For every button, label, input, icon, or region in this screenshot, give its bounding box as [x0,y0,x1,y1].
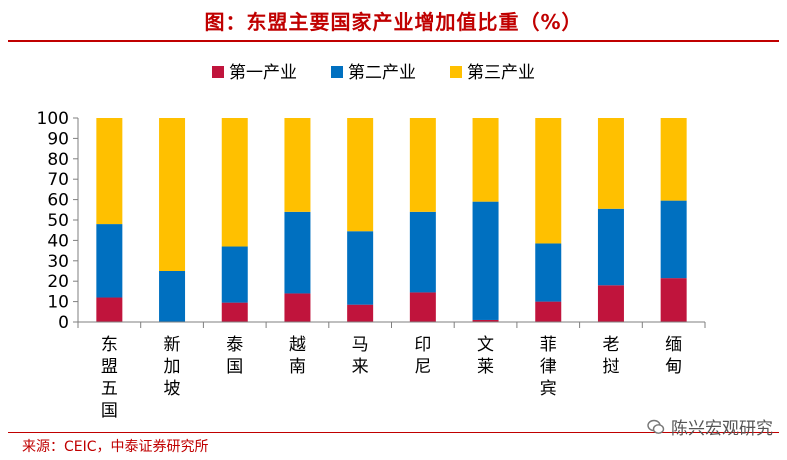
bar-segment-3 [597,118,624,209]
legend: 第一产业 第二产业 第三产业 [212,63,535,83]
legend-swatch-2 [331,66,343,78]
legend-label-2: 第二产业 [348,63,416,83]
bar-segment-3 [535,118,562,244]
x-tick-label: 老挝 [602,335,619,377]
chart-title: 图：东盟主要国家产业增加值比重（%） [204,10,583,34]
legend-swatch-3 [450,66,462,78]
bar-segment-3 [96,118,123,225]
bar-segment-1 [96,297,123,322]
watermark-text: 陈兴宏观研究 [671,419,773,439]
bar-segment-1 [535,301,562,322]
y-tick-label: 0 [58,313,69,333]
bar-segment-3 [221,118,248,247]
bar-segment-1 [409,292,436,322]
source-rule [8,432,779,433]
y-tick-label: 60 [47,191,69,211]
y-tick-label: 80 [47,150,69,170]
bar-segment-1 [660,278,687,322]
bar-segment-2 [221,246,248,303]
bar-segment-1 [347,304,374,322]
y-tick-label: 40 [47,231,69,251]
bar-segment-1 [597,285,624,322]
bar-segment-2 [409,211,436,293]
bar-segment-3 [159,118,186,271]
bar-segment-2 [159,271,186,322]
legend-label-1: 第一产业 [229,63,297,83]
bar-segment-2 [660,200,687,279]
bar-segment-2 [347,231,374,305]
bars [96,118,687,322]
title-rule [8,40,779,42]
x-tick-label: 东盟五国 [101,335,118,421]
bar-segment-3 [472,118,499,202]
x-axis: 东盟五国 新加坡 泰国 越南 马来 印尼 文莱 菲律宾 老挝 缅甸 [77,321,706,421]
bar-segment-2 [597,208,624,286]
x-tick-label: 马来 [352,335,369,377]
x-tick-label: 印尼 [414,335,431,377]
wechat-icon [647,419,665,434]
legend-swatch-1 [212,66,224,78]
bar-segment-3 [660,118,687,201]
x-tick-label: 文莱 [477,335,494,377]
bar-segment-3 [284,118,311,212]
bar-segment-3 [347,118,374,232]
legend-label-3: 第三产业 [467,63,535,83]
bar-segment-2 [535,243,562,302]
bar-segment-2 [96,224,123,298]
bar-segment-1 [284,293,311,322]
x-tick-label: 泰国 [226,335,243,377]
y-tick-label: 100 [37,109,69,129]
bar-segment-3 [409,118,436,212]
y-tick-label: 30 [47,252,69,272]
bar-segment-1 [472,319,499,322]
y-tick-label: 10 [47,293,69,313]
y-tick-label: 70 [47,170,69,190]
x-tick-label: 缅甸 [665,335,682,377]
y-tick-label: 20 [47,272,69,292]
source-note: 来源：CEIC，中泰证券研究所 [22,439,209,455]
y-tick-label: 50 [47,211,69,231]
x-tick-label: 新加坡 [164,335,181,399]
bar-segment-2 [284,211,311,294]
bar-segment-1 [221,302,248,322]
x-tick-label: 越南 [289,335,306,377]
bar-segment-2 [472,201,499,320]
x-tick-label: 菲律宾 [540,335,557,399]
watermark: 陈兴宏观研究 [647,414,773,439]
y-tick-label: 90 [47,129,69,149]
